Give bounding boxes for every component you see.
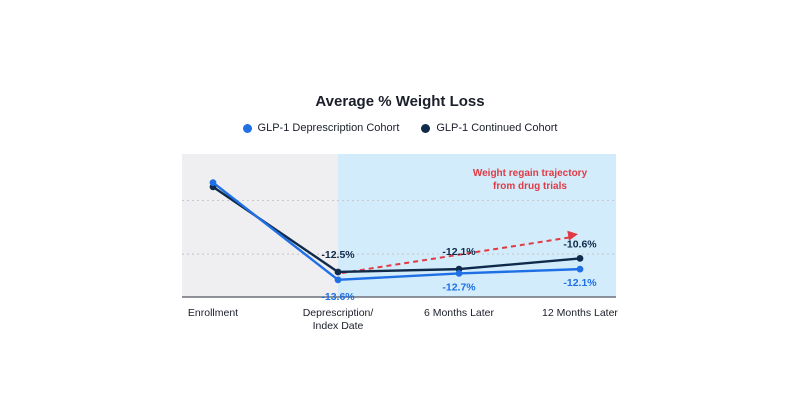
annotation-text-line-1: from drug trials xyxy=(493,181,567,192)
data-point-s0-0 xyxy=(209,179,217,187)
x-tick-label-1: Deprescription/Index Date xyxy=(303,307,374,332)
x-tick-label-3: 12 Months Later xyxy=(542,307,618,319)
series-line-1 xyxy=(212,185,581,274)
x-tick-label-2: 6 Months Later xyxy=(424,307,495,319)
legend-marker-deprescription xyxy=(242,123,252,133)
legend-item-continued: GLP-1 Continued Cohort xyxy=(421,122,557,134)
data-point-s1-3 xyxy=(576,254,584,262)
data-point-s0-3 xyxy=(576,265,584,273)
legend-label-continued: GLP-1 Continued Cohort xyxy=(436,122,558,134)
annotation-text-line-0: Weight regain trajectory xyxy=(473,168,588,179)
data-label-s0-3: -12.1% xyxy=(563,277,597,289)
data-label-s0-1: -13.6% xyxy=(321,291,355,303)
data-label-s1-2: -12.1% xyxy=(442,246,476,258)
series-line-0 xyxy=(212,181,581,282)
data-label-s1-3: -10.6% xyxy=(563,238,597,250)
pre-period-region xyxy=(182,154,338,297)
regain-trajectory-arrow-line xyxy=(341,236,573,274)
legend: GLP-1 Deprescription Cohort GLP-1 Contin… xyxy=(0,122,800,134)
data-point-s0-2 xyxy=(455,270,463,277)
legend-label-deprescription: GLP-1 Deprescription Cohort xyxy=(257,122,400,134)
data-label-s0-2: -12.7% xyxy=(442,281,476,293)
data-point-s0-1 xyxy=(334,276,342,284)
x-tick-label-0: Enrollment xyxy=(188,307,238,319)
legend-marker-continued xyxy=(421,123,431,133)
data-label-s1-1: -12.5% xyxy=(321,249,355,261)
data-point-s1-1 xyxy=(334,268,342,276)
legend-item-deprescription: GLP-1 Deprescription Cohort xyxy=(242,122,400,134)
regain-trajectory-arrowhead xyxy=(567,230,578,241)
chart-title: Average % Weight Loss xyxy=(315,93,485,110)
